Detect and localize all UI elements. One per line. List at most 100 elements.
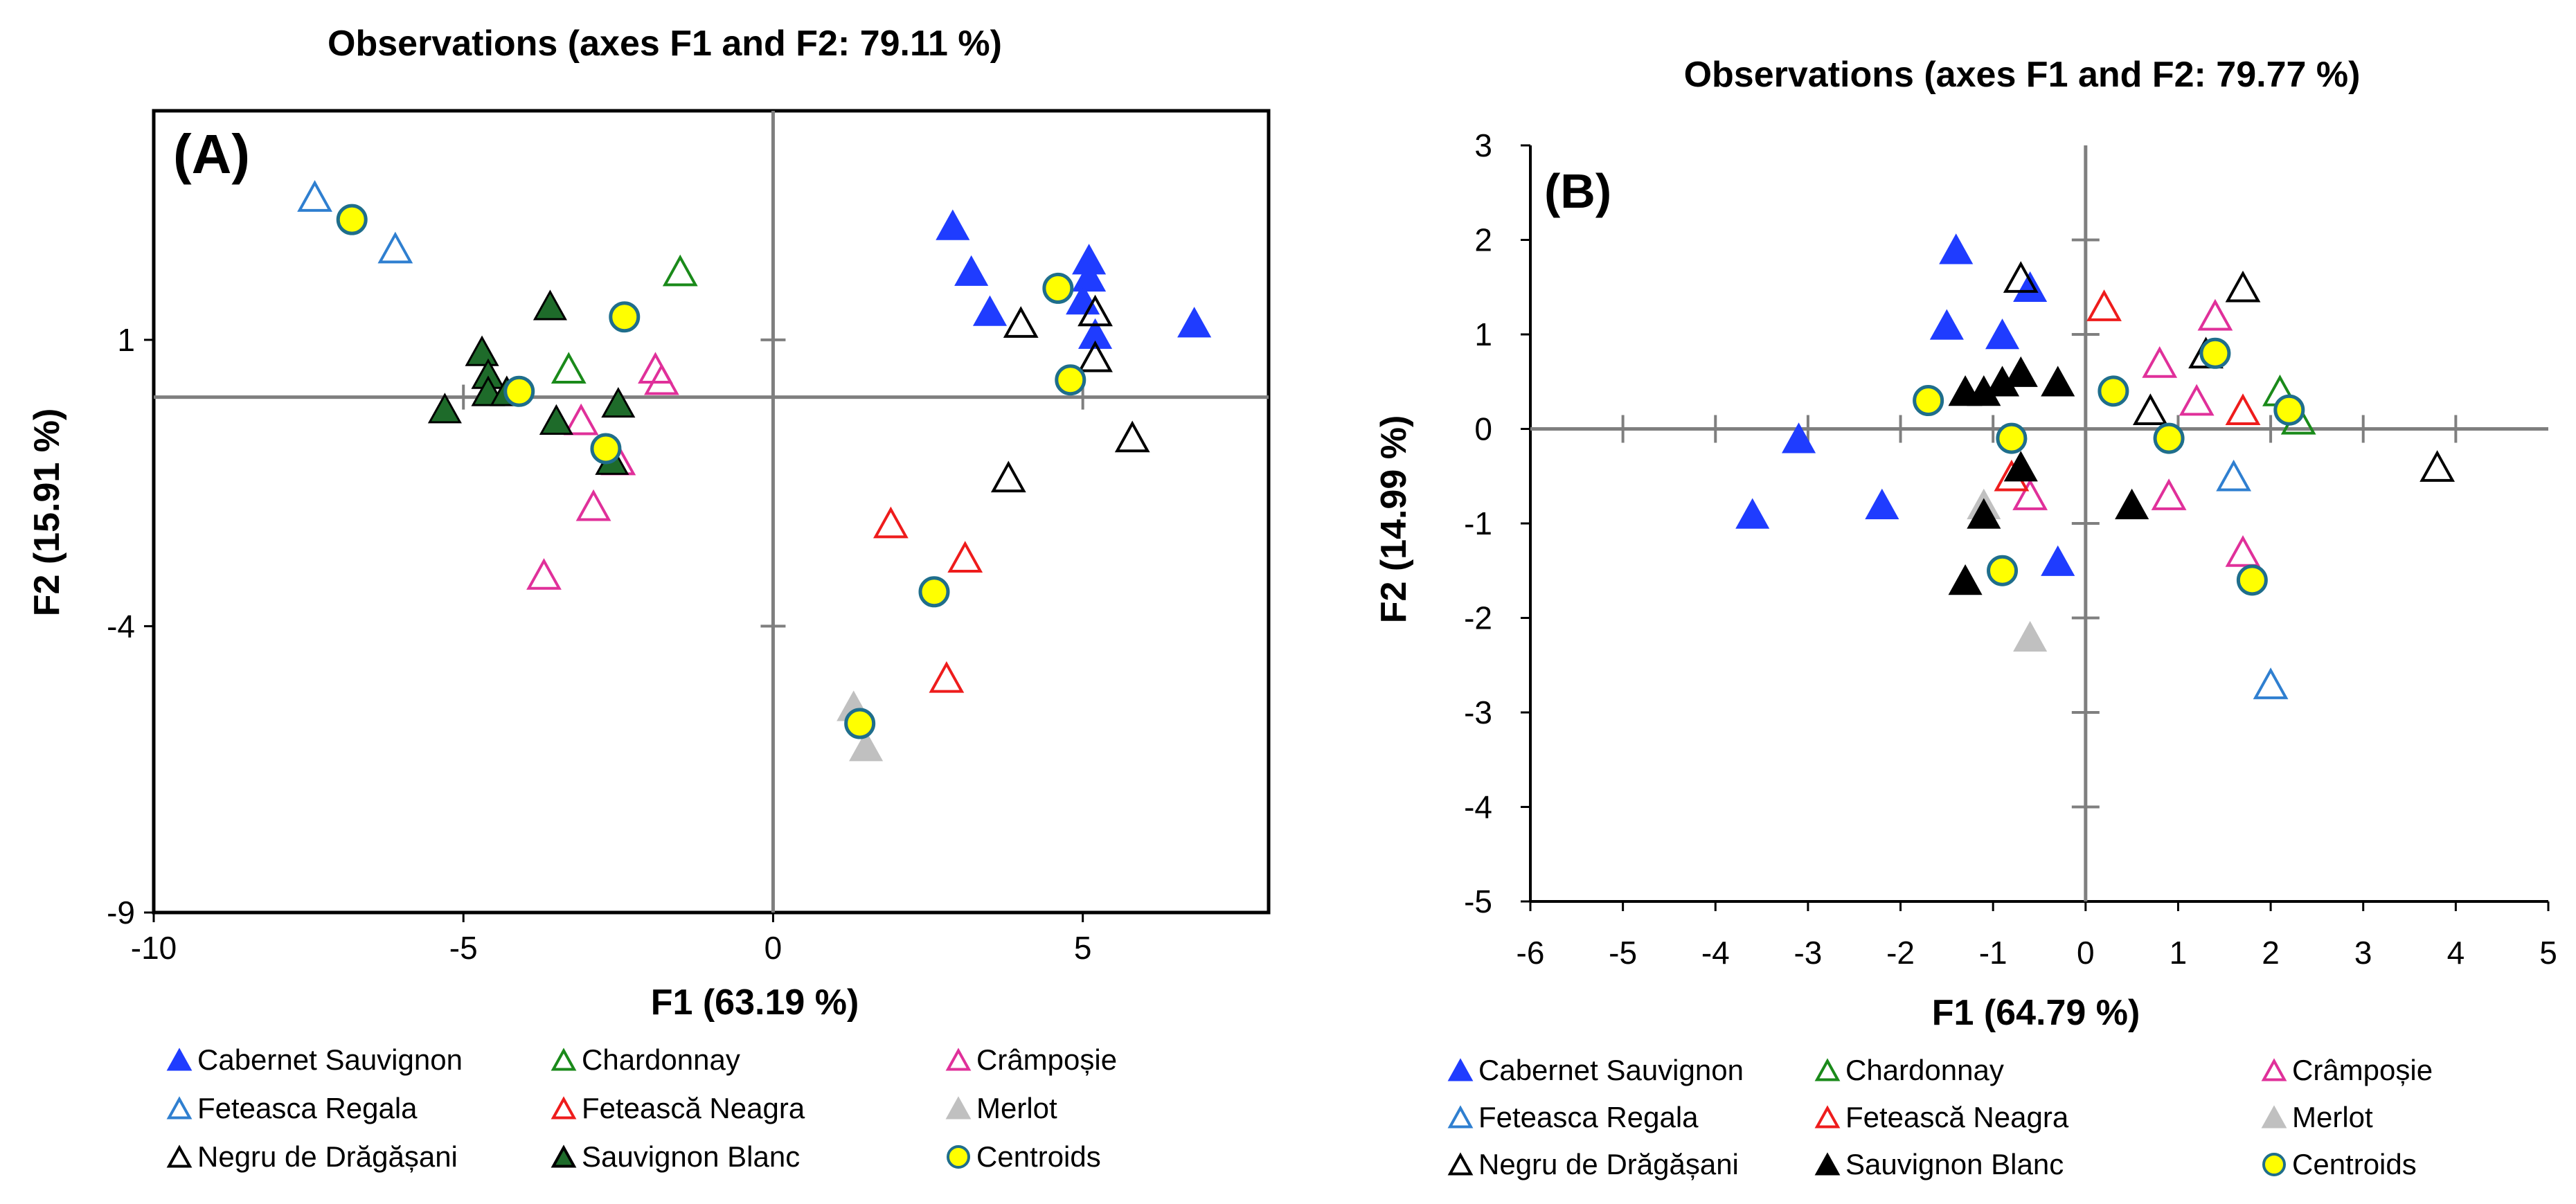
centroid-point [2199, 337, 2231, 369]
data-point-feteasca_neagra [2225, 393, 2261, 425]
data-point-negru [2132, 393, 2168, 425]
chart-title-a: Observations (axes F1 and F2: 79.11 %) [328, 24, 1002, 64]
data-point-sauvignon [1967, 498, 2001, 529]
data-point-feteasca_neagra [947, 541, 983, 573]
x-tick-label: 3 [2354, 935, 2372, 971]
data-point-cabernet [1177, 307, 1212, 338]
data-point-chardonnay [551, 352, 587, 384]
legend-marker-centroids [947, 1145, 970, 1169]
data-point-feteasca_regala [2216, 459, 2252, 492]
x-tick-label: 1 [2170, 935, 2188, 971]
legend-label-chardonnay: Chardonnay [582, 1043, 740, 1076]
legend-label-feteasca_regala: Feteasca Regala [197, 1092, 418, 1124]
chart-panel-a: Observations (axes F1 and F2: 79.11 %) F… [27, 24, 1271, 1023]
data-point-negru [2225, 270, 2261, 303]
centroid-point [2153, 422, 2185, 454]
data-point-cabernet [936, 209, 970, 240]
legend-label-centroids: Centroids [976, 1140, 1101, 1173]
plot-frame [152, 109, 1271, 915]
centroid-point [336, 204, 368, 235]
centroid-point [1042, 272, 1074, 304]
y-tick-label: 3 [1474, 127, 1492, 163]
y-tick-label: -2 [1464, 600, 1492, 636]
centroid-point [609, 301, 641, 333]
data-point-sauvignon [427, 393, 462, 424]
legend-label-feteasca_neagra: Fetească Neagra [582, 1092, 805, 1124]
data-point-cabernet [1735, 498, 1770, 529]
data-point-feteasca_regala [297, 180, 332, 212]
data-point-sauvignon [465, 335, 499, 366]
data-point-sauvignon [2115, 488, 2149, 519]
centroid-point [1055, 364, 1086, 396]
centroid-point [590, 433, 622, 465]
data-point-cabernet [954, 255, 989, 286]
legend-label-sauvignon: Sauvignon Blanc [582, 1140, 800, 1173]
centroid-point [918, 576, 950, 608]
data-point-sauvignon [2041, 366, 2075, 397]
data-point-crampoise [644, 363, 679, 395]
data-point-feteasca_regala [377, 231, 413, 264]
data-point-negru [990, 460, 1026, 493]
data-point-crampoise [526, 558, 562, 590]
legend-marker-crampoise [945, 1048, 972, 1071]
legend-marker-cabernet [1447, 1058, 1474, 1081]
legend-label-crampoise: Crâmpoșie [976, 1043, 1117, 1076]
data-point-feteasca_regala [2253, 667, 2289, 699]
centroid-point [2098, 375, 2129, 407]
data-point-cabernet [1939, 233, 1974, 264]
data-point-cabernet [1078, 318, 1113, 349]
legend-marker-chardonnay [1814, 1058, 1841, 1081]
data-point-crampoise [2151, 478, 2187, 510]
data-point-crampoise [2225, 535, 2261, 567]
legend-label-chardonnay: Chardonnay [1845, 1054, 2004, 1086]
legend-label-centroids: Centroids [2292, 1148, 2417, 1180]
legend-b: Cabernet Sauvignon Chardonnay Crâmpoșie Fet… [1447, 1054, 2433, 1180]
data-point-negru [1077, 340, 1113, 372]
data-point-cabernet [2013, 271, 2048, 303]
legend-marker-sauvignon [1814, 1152, 1841, 1176]
data-point-cabernet [2041, 545, 2075, 576]
data-point-crampoise [563, 403, 599, 435]
y-tick-label: -1 [1464, 505, 1492, 541]
data-point-feteasca_neagra [2086, 289, 2122, 321]
x-tick-label: -5 [449, 930, 478, 966]
x-tick-label: -10 [131, 930, 177, 966]
legend-a: Cabernet Sauvignon Chardonnay Crâmpoșie Fet… [166, 1043, 1117, 1173]
y-tick-label: -4 [1464, 789, 1492, 825]
legend-label-crampoise: Crâmpoșie [2292, 1054, 2433, 1086]
legend-marker-negru [1447, 1152, 1474, 1176]
data-point-crampoise [2197, 298, 2233, 331]
y-tick-label: -3 [1464, 694, 1492, 730]
x-tick-label: -2 [1886, 935, 1915, 971]
x-tick-label: -6 [1517, 935, 1545, 971]
data-point-merlot [849, 730, 884, 762]
y-tick-label: -5 [1464, 883, 1492, 919]
data-point-crampoise [2179, 384, 2215, 416]
x-tick-label: 2 [2262, 935, 2280, 971]
data-point-sauvignon [533, 289, 567, 321]
legend-label-cabernet: Cabernet Sauvignon [1478, 1054, 1744, 1086]
x-axis-title-b: F1 (64.79 %) [1932, 993, 2140, 1033]
data-point-crampoise [2142, 346, 2178, 378]
legend-label-negru: Negru de Drăgășani [197, 1140, 458, 1173]
data-point-crampoise [575, 489, 611, 521]
y-tick-label: -4 [107, 608, 135, 644]
data-point-negru [1114, 420, 1150, 453]
data-point-cabernet [1929, 309, 1964, 340]
chart-title-b: Observations (axes F1 and F2: 79.77 %) [1684, 55, 2361, 95]
data-point-feteasca_neagra [873, 506, 909, 539]
centroid-point [1996, 422, 2028, 454]
data-point-sauvignon [1948, 375, 1983, 406]
x-tick-label: 5 [1074, 930, 1092, 966]
y-tick-label: 0 [1474, 411, 1492, 447]
x-tick-label: 5 [2539, 935, 2557, 971]
legend-marker-sauvignon [551, 1144, 577, 1168]
x-tick-label: 0 [764, 930, 782, 966]
legend-marker-feteasca_regala [166, 1096, 193, 1120]
legend-marker-chardonnay [551, 1048, 577, 1071]
legend-marker-merlot [2261, 1105, 2287, 1129]
data-point-cabernet [1865, 488, 1899, 519]
data-point-cabernet [1072, 260, 1107, 292]
centroid-point [503, 375, 535, 407]
legend-marker-negru [166, 1144, 193, 1168]
